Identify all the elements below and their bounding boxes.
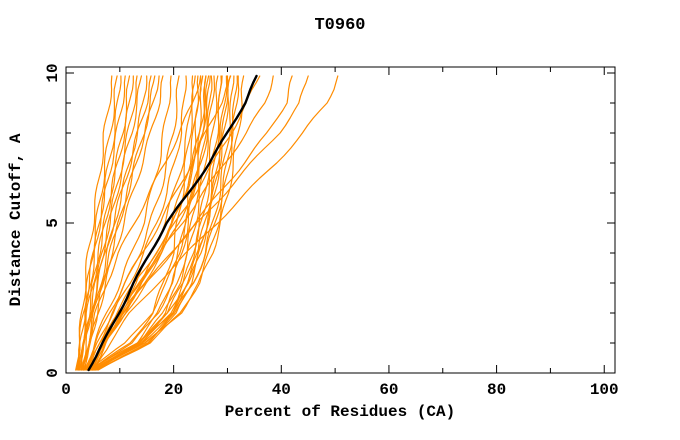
model-curve <box>75 75 126 371</box>
model-curve <box>85 75 187 371</box>
model-curve <box>88 75 207 371</box>
model-curve <box>78 75 122 371</box>
chart-title: T0960 <box>314 16 365 35</box>
tick-labels-group: 0 20 40 60 80 100 0 5 10 <box>44 63 619 399</box>
model-curve <box>84 75 172 371</box>
y-tick-label: 10 <box>44 63 62 82</box>
model-curve <box>89 75 207 371</box>
model-curve <box>92 75 235 371</box>
x-tick-label: 80 <box>487 381 506 399</box>
model-curve <box>85 75 232 371</box>
model-curve <box>81 75 138 371</box>
model-curve <box>78 75 152 371</box>
model-curve <box>81 75 160 371</box>
y-axis-label: Distance Cutoff, A <box>7 133 25 306</box>
model-curve <box>88 75 194 371</box>
model-curves-group <box>75 74 339 372</box>
model-curve <box>90 75 231 371</box>
model-curve <box>76 75 113 371</box>
model-curve <box>86 75 210 371</box>
model-curve <box>89 75 196 371</box>
y-tick-label: 0 <box>44 368 62 378</box>
model-curve <box>90 75 309 371</box>
model-curve <box>83 75 164 371</box>
model-curve <box>77 75 118 371</box>
axis-ticks-group <box>65 67 615 374</box>
x-axis-label: Percent of Residues (CA) <box>225 403 455 421</box>
model-curve <box>84 75 156 371</box>
x-tick-label: 40 <box>272 381 291 399</box>
x-tick-label: 60 <box>379 381 398 399</box>
plot-frame <box>65 66 616 374</box>
model-curve <box>82 75 202 371</box>
model-curve <box>91 75 245 371</box>
highlighted-model-curve <box>87 74 258 372</box>
model-curve <box>92 75 339 371</box>
y-tick-label: 5 <box>44 218 62 228</box>
x-tick-label: 100 <box>590 381 619 399</box>
x-tick-label: 20 <box>164 381 183 399</box>
model-curve <box>77 75 134 371</box>
model-curve <box>97 75 222 371</box>
model-curve <box>79 75 142 371</box>
model-curve <box>93 75 229 371</box>
x-tick-label: 0 <box>61 381 71 399</box>
